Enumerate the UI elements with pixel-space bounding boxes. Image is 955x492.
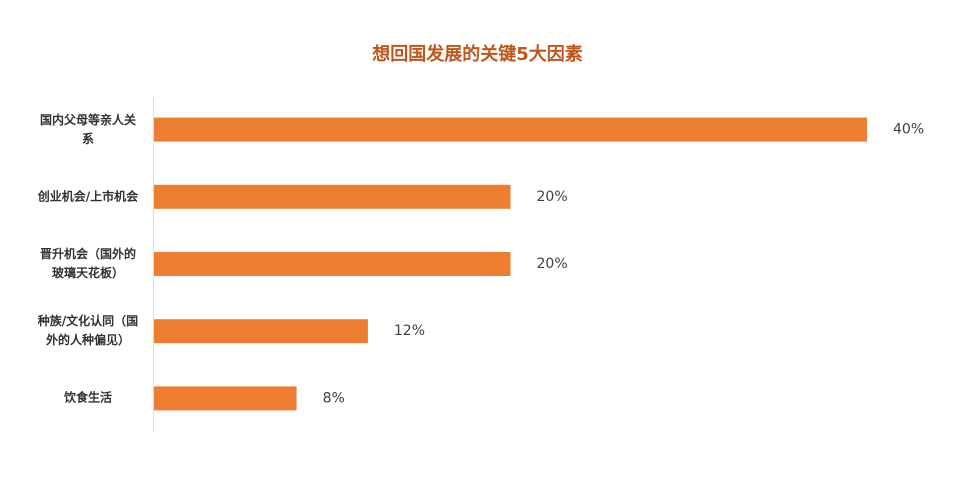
chart-title: 想回国发展的关键5大因素 [372,44,583,65]
y-tick-label: 晋升机会（国外的玻璃天花板） [39,247,136,280]
bar [154,319,368,344]
data-label: 20% [537,189,568,205]
bar [154,252,511,276]
y-tick-label: 国内父母等亲人关系 [39,112,136,146]
data-label: 12% [394,323,425,339]
data-label: 8% [323,390,345,406]
bar [154,386,297,411]
bar [154,117,867,142]
y-tick-label: 创业机会/上市机会 [37,189,139,204]
y-tick-label: 种族/文化认同（国外的人种偏见） [37,314,139,348]
y-tick-label: 饮食生活 [63,390,112,405]
bar [154,184,511,209]
data-label: 20% [537,256,568,272]
data-label: 40% [893,122,924,138]
